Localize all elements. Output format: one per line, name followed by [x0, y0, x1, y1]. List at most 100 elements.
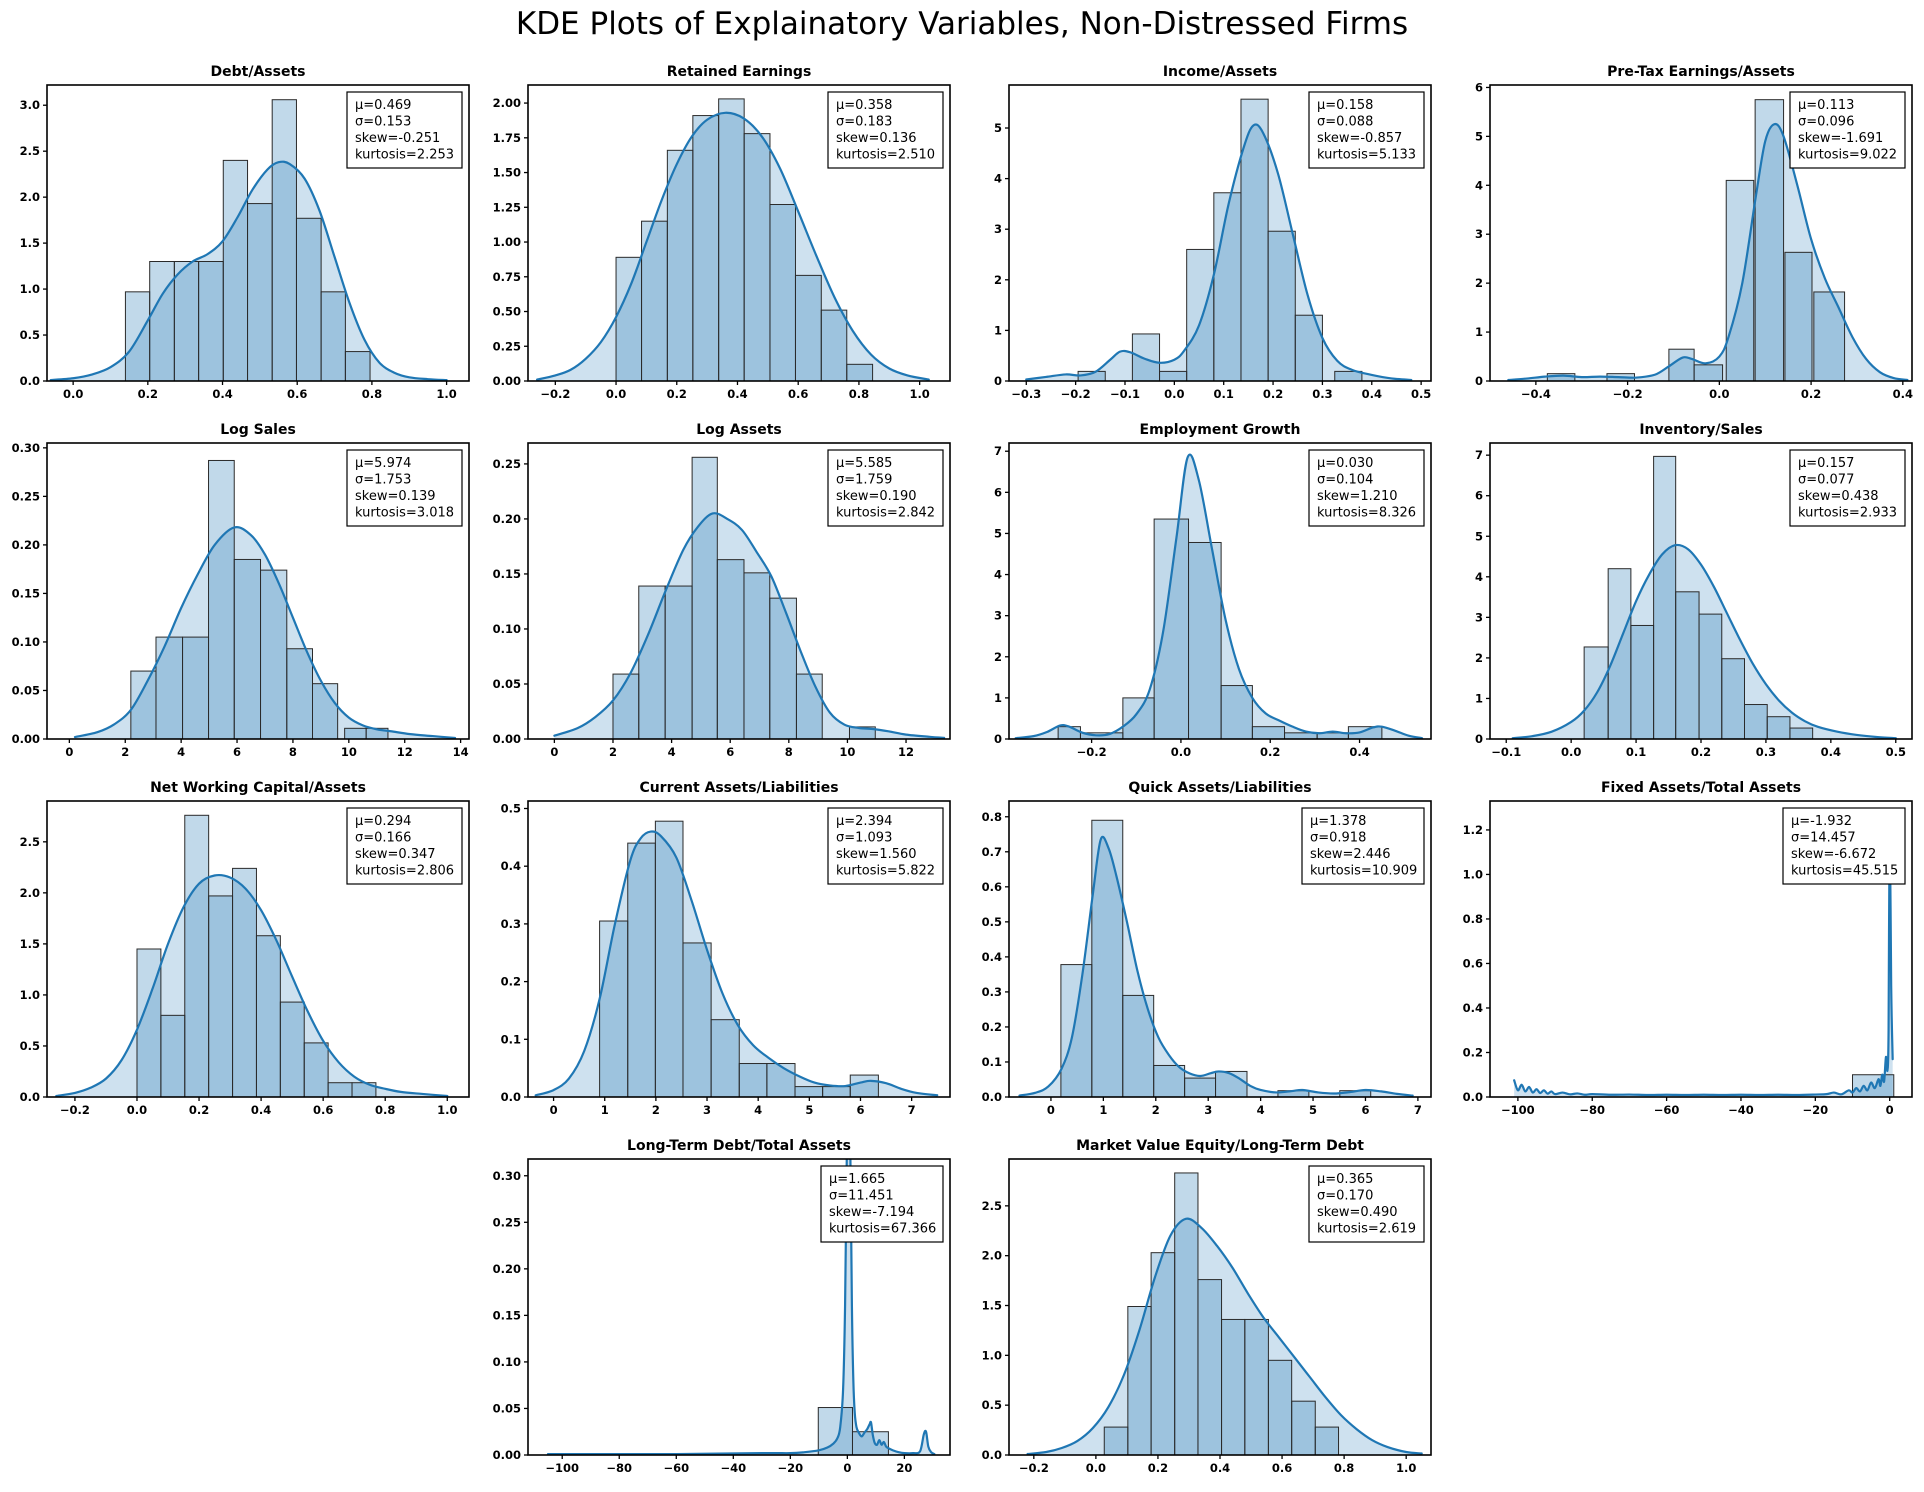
histogram-bar: [1188, 541, 1222, 739]
y-tick-label: 0.75: [493, 270, 521, 284]
stats-line: σ=0.104: [1317, 473, 1373, 488]
y-tick-label: 3: [1475, 227, 1483, 241]
y-tick-label: 2.5: [20, 144, 40, 158]
histogram-bar: [155, 636, 184, 739]
x-tick-label: −0.3: [1011, 387, 1041, 401]
y-tick-label: 0.30: [493, 1169, 521, 1183]
subplot-long-term-debt-total-assets: Long-Term Debt/Total Assets −100 −80 −60 −4…: [493, 1138, 951, 1475]
y-axis: 0 1 2 3 4 5 6 7: [1475, 448, 1490, 746]
y-tick-label: 0.15: [493, 1308, 521, 1322]
x-tick-label: 6: [233, 745, 241, 759]
histogram-bar: [1766, 716, 1791, 739]
histogram-bar: [1754, 99, 1785, 381]
stats-line: σ=14.457: [1791, 831, 1856, 846]
x-tick-label: 0.6: [287, 387, 307, 401]
histogram-bar: [743, 133, 771, 381]
y-axis: 0.0 0.2 0.4 0.6 0.8 1.0 1.2: [1463, 823, 1490, 1104]
histogram-bar: [599, 920, 629, 1097]
x-tick-label: 1: [1099, 1103, 1107, 1117]
y-axis: 0 1 2 3 4 5 6: [1475, 80, 1490, 388]
y-tick-label: 0.0: [1463, 1090, 1483, 1104]
histogram-bar: [1184, 1077, 1217, 1097]
histogram-bar: [160, 1014, 186, 1097]
y-tick-label: 0.00: [493, 1448, 521, 1462]
subplot-title: Pre-Tax Earnings/Assets: [1607, 64, 1795, 80]
y-tick-label: 1.00: [493, 235, 521, 249]
x-tick-label: 0.8: [849, 387, 869, 401]
x-tick-label: −0.4: [1521, 387, 1551, 401]
y-tick-label: 0.4: [1463, 1001, 1483, 1015]
y-tick-label: 2: [1475, 651, 1483, 665]
y-tick-label: 0.20: [493, 1262, 521, 1276]
subplot-log-sales: Log Sales 0 2 4 6 8 10 12 14 0.000.050.100.150.…: [12, 422, 470, 759]
x-tick-label: 0: [550, 1103, 558, 1117]
stats-line: skew=-0.857: [1317, 131, 1402, 146]
stats-line: μ=0.469: [355, 98, 411, 113]
x-axis: −0.3 −0.2 −0.1 0.0 0.1 0.2 0.3 0.4 0.5: [1011, 381, 1431, 401]
y-tick-label: 0.25: [12, 489, 40, 503]
y-tick-label: 0.4: [982, 950, 1002, 964]
y-axis: 0.00 0.05 0.10 0.15 0.20 0.25 0.30: [12, 441, 47, 746]
y-tick-label: 0.6: [1463, 956, 1483, 970]
x-axis: 0 2 4 6 8 10 12 14: [65, 739, 469, 759]
y-tick-label: 0.0: [20, 374, 40, 388]
stats-line: kurtosis=2.842: [836, 506, 935, 521]
histogram-bars: [136, 814, 377, 1097]
histogram-bar: [794, 1086, 824, 1097]
x-tick-label: −0.1: [1491, 745, 1521, 759]
y-tick-label: 6: [1475, 489, 1483, 503]
histogram-bar: [1197, 1279, 1223, 1455]
x-tick-label: 2: [609, 745, 617, 759]
y-tick-label: 4: [1475, 570, 1483, 584]
subplot-title: Market Value Equity/Long-Term Debt: [1076, 1138, 1364, 1154]
x-tick-label: 0.2: [189, 1103, 209, 1117]
y-tick-label: 0.00: [12, 732, 40, 746]
y-tick-label: 0.15: [493, 567, 521, 581]
histogram-bar: [260, 569, 288, 739]
y-tick-label: 1.5: [20, 236, 40, 250]
histogram-bar: [149, 261, 175, 381]
histogram-bar: [1159, 370, 1188, 381]
y-tick-label: 0.3: [982, 985, 1002, 999]
kde-line: [1014, 453, 1424, 739]
stats-line: skew=-1.691: [1798, 131, 1883, 146]
x-tick-label: 20: [896, 1461, 912, 1475]
x-tick-label: 12: [898, 745, 914, 759]
histogram-bar: [286, 648, 314, 739]
x-tick-label: −20: [778, 1461, 804, 1475]
y-tick-label: 2: [1475, 276, 1483, 290]
stats-line: μ=5.585: [836, 456, 892, 471]
y-tick-label: 0.5: [982, 915, 1002, 929]
y-tick-label: 1.5: [982, 1299, 1002, 1313]
stats-line: σ=0.918: [1310, 831, 1366, 846]
y-tick-label: 1.0: [20, 988, 40, 1002]
figure-title: KDE Plots of Explainatory Variables, Non…: [515, 6, 1409, 42]
y-tick-label: 6: [994, 485, 1002, 499]
stats-line: μ=2.394: [836, 814, 892, 829]
histogram-bar: [849, 1074, 879, 1097]
stats-line: μ=5.974: [355, 456, 411, 471]
histogram-bar: [1334, 370, 1363, 381]
y-tick-label: 0.20: [12, 538, 40, 552]
histogram-bar: [817, 1407, 853, 1455]
y-tick-label: 0: [994, 374, 1002, 388]
histogram-bar: [769, 204, 796, 381]
x-tick-label: 0.2: [1263, 387, 1283, 401]
histogram-bar: [666, 149, 694, 381]
histogram-bar: [692, 115, 720, 381]
histogram-bar: [612, 673, 640, 739]
x-tick-label: 8: [785, 745, 793, 759]
y-tick-label: 0.4: [501, 859, 521, 873]
stats-line: μ=0.294: [355, 814, 411, 829]
kde-line: [1511, 543, 1897, 739]
x-tick-label: 0.4: [1210, 1461, 1230, 1475]
y-tick-label: 3.0: [20, 98, 40, 112]
histogram-bar: [664, 585, 693, 739]
stats-line: σ=0.077: [1798, 473, 1854, 488]
histogram-bar: [1267, 1359, 1293, 1455]
histogram-bar: [255, 935, 281, 1097]
x-tick-label: 0.6: [788, 387, 808, 401]
y-tick-label: 0.2: [1463, 1045, 1483, 1059]
